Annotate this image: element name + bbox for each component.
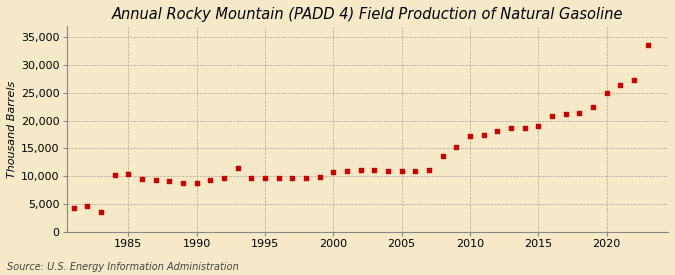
Point: [451, 144, 462, 149]
Point: [464, 134, 475, 138]
Point: [355, 168, 366, 172]
Point: [191, 181, 202, 186]
Point: [219, 176, 230, 180]
Point: [506, 126, 516, 131]
Point: [328, 170, 339, 175]
Point: [560, 112, 571, 116]
Point: [615, 83, 626, 88]
Point: [574, 111, 585, 115]
Title: Annual Rocky Mountain (PADD 4) Field Production of Natural Gasoline: Annual Rocky Mountain (PADD 4) Field Pro…: [111, 7, 623, 22]
Point: [246, 176, 256, 181]
Text: Source: U.S. Energy Information Administration: Source: U.S. Energy Information Administ…: [7, 262, 238, 272]
Point: [82, 204, 92, 208]
Point: [109, 173, 120, 177]
Point: [68, 206, 79, 211]
Point: [123, 172, 134, 176]
Point: [287, 176, 298, 180]
Point: [136, 177, 147, 181]
Point: [300, 176, 311, 180]
Point: [642, 43, 653, 48]
Point: [519, 126, 530, 130]
Point: [205, 177, 215, 182]
Point: [95, 210, 106, 214]
Point: [396, 168, 407, 173]
Point: [150, 178, 161, 182]
Point: [410, 169, 421, 173]
Point: [273, 176, 284, 181]
Point: [478, 133, 489, 137]
Point: [164, 179, 175, 183]
Point: [601, 91, 612, 95]
Y-axis label: Thousand Barrels: Thousand Barrels: [7, 80, 17, 177]
Point: [547, 114, 558, 118]
Point: [437, 153, 448, 158]
Point: [492, 129, 503, 133]
Point: [533, 124, 543, 128]
Point: [259, 176, 270, 181]
Point: [587, 105, 598, 109]
Point: [342, 168, 352, 173]
Point: [232, 166, 243, 170]
Point: [423, 168, 434, 172]
Point: [369, 167, 379, 172]
Point: [383, 168, 394, 173]
Point: [628, 78, 639, 82]
Point: [314, 175, 325, 180]
Point: [178, 181, 188, 185]
